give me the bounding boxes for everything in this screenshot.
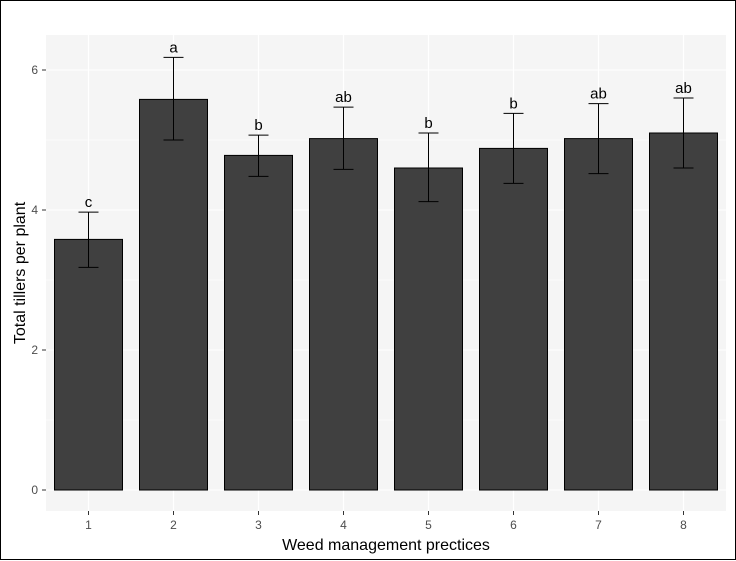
- x-tick-label: 2: [170, 518, 177, 532]
- y-tick-label: 0: [31, 483, 38, 497]
- y-axis-title: Total tillers per plant: [12, 201, 29, 344]
- bar-2: [139, 98, 208, 491]
- error-bars: [78, 56, 694, 268]
- significance-label: b: [254, 117, 262, 134]
- significance-label: ab: [335, 89, 352, 106]
- bar-4: [309, 138, 378, 491]
- bar-1: [54, 238, 123, 491]
- significance-label: a: [169, 39, 178, 56]
- significance-label: b: [424, 115, 432, 132]
- x-tick-label: 7: [595, 518, 602, 532]
- x-axis: 1 2 3 4 5 6 7 8: [85, 511, 687, 532]
- x-tick-label: 3: [255, 518, 262, 532]
- bar-8: [649, 132, 718, 491]
- bar-6: [479, 147, 548, 491]
- y-axis: 0 2 4 6: [31, 63, 46, 497]
- bar-7: [564, 138, 633, 491]
- x-axis-title: Weed management prectices: [282, 537, 490, 554]
- y-tick-label: 6: [31, 63, 38, 77]
- significance-label: b: [509, 95, 517, 112]
- y-tick-label: 4: [31, 203, 38, 217]
- bar-5: [394, 167, 463, 491]
- significance-label: c: [85, 194, 93, 211]
- y-tick-label: 2: [31, 343, 38, 357]
- bar-3: [224, 154, 293, 491]
- significance-label: ab: [590, 86, 607, 103]
- x-tick-label: 1: [85, 518, 92, 532]
- x-tick-label: 4: [340, 518, 347, 532]
- x-tick-label: 5: [425, 518, 432, 532]
- x-tick-label: 8: [680, 518, 687, 532]
- bars: [54, 98, 718, 491]
- x-tick-label: 6: [510, 518, 517, 532]
- significance-label: ab: [675, 80, 692, 97]
